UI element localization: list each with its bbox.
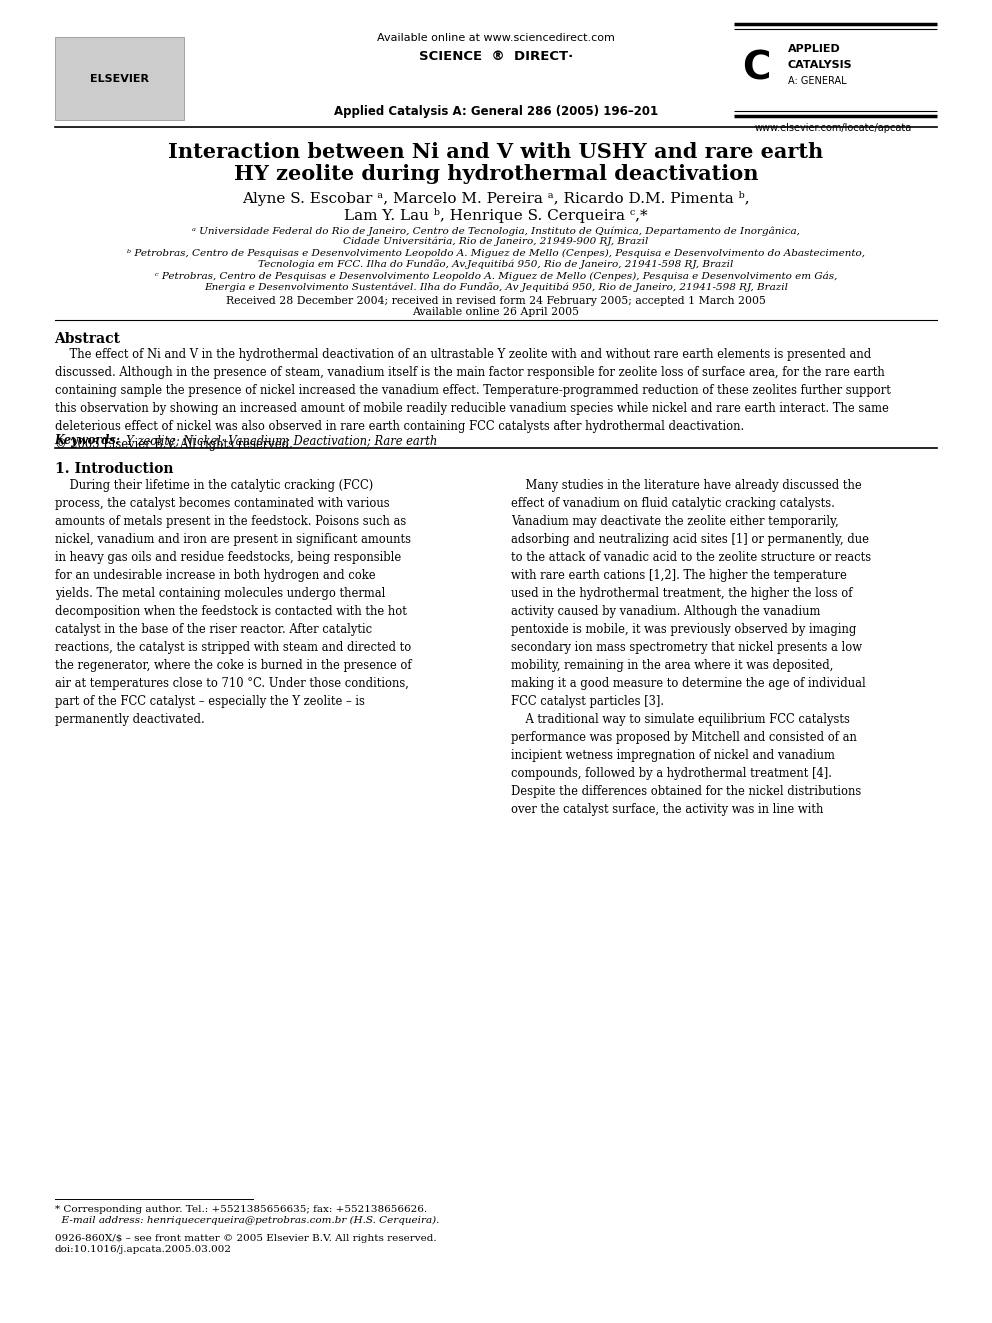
Bar [55,37,184,120]
Text: During their lifetime in the catalytic cracking (FCC)
process, the catalyst beco: During their lifetime in the catalytic c… [55,479,412,726]
Text: APPLIED: APPLIED [788,44,840,54]
Text: The effect of Ni and V in the hydrothermal deactivation of an ultrastable Y zeol: The effect of Ni and V in the hydrotherm… [55,348,891,451]
Text: SCIENCE  ®  DIRECT·: SCIENCE ® DIRECT· [419,50,573,64]
Text: Received 28 December 2004; received in revised form 24 February 2005; accepted 1: Received 28 December 2004; received in r… [226,296,766,307]
Text: Cidade Universitária, Rio de Janeiro, 21949-900 RJ, Brazil: Cidade Universitária, Rio de Janeiro, 21… [343,237,649,246]
Text: A: GENERAL: A: GENERAL [788,75,846,86]
Text: Energia e Desenvolvimento Sustentável. Ilha do Fundão, Av Jequitibá 950, Rio de : Energia e Desenvolvimento Sustentável. I… [204,282,788,291]
Text: ᵇ Petrobras, Centro de Pesquisas e Desenvolvimento Leopoldo A. Miguez de Mello (: ᵇ Petrobras, Centro de Pesquisas e Desen… [127,249,865,258]
Text: ELSEVIER: ELSEVIER [89,74,149,85]
Text: Lam Y. Lau ᵇ, Henrique S. Cerqueira ᶜ,*: Lam Y. Lau ᵇ, Henrique S. Cerqueira ᶜ,* [344,208,648,222]
Text: Abstract: Abstract [55,332,121,347]
Text: Alyne S. Escobar ᵃ, Marcelo M. Pereira ᵃ, Ricardo D.M. Pimenta ᵇ,: Alyne S. Escobar ᵃ, Marcelo M. Pereira ᵃ… [242,191,750,205]
Text: Tecnologia em FCC. Ilha do Fundão, Av.Jequitibá 950, Rio de Janeiro, 21941-598 R: Tecnologia em FCC. Ilha do Fundão, Av.Je… [258,259,734,269]
Text: Interaction between Ni and V with USHY and rare earth: Interaction between Ni and V with USHY a… [169,142,823,161]
Text: doi:10.1016/j.apcata.2005.03.002: doi:10.1016/j.apcata.2005.03.002 [55,1245,231,1254]
Text: E-mail address: henriquecerqueira@petrobras.com.br (H.S. Cerqueira).: E-mail address: henriquecerqueira@petrob… [55,1216,438,1225]
Text: * Corresponding author. Tel.: +5521385656635; fax: +552138656626.: * Corresponding author. Tel.: +552138565… [55,1205,427,1215]
Text: Applied Catalysis A: General 286 (2005) 196–201: Applied Catalysis A: General 286 (2005) … [334,105,658,118]
Text: Available online at www.sciencedirect.com: Available online at www.sciencedirect.co… [377,33,615,44]
Text: Many studies in the literature have already discussed the
effect of vanadium on : Many studies in the literature have alre… [511,479,871,816]
Text: 1. Introduction: 1. Introduction [55,462,173,476]
Text: Keywords:: Keywords: [55,434,121,447]
Text: Available online 26 April 2005: Available online 26 April 2005 [413,307,579,318]
Text: HY zeolite during hydrothermal deactivation: HY zeolite during hydrothermal deactivat… [234,164,758,184]
Text: 0926-860X/$ – see front matter © 2005 Elsevier B.V. All rights reserved.: 0926-860X/$ – see front matter © 2005 El… [55,1234,436,1244]
Text: www.elsevier.com/locate/apcata: www.elsevier.com/locate/apcata [755,123,912,134]
Text: ᵃ Universidade Federal do Rio de Janeiro, Centro de Tecnologia, Instituto de Quí: ᵃ Universidade Federal do Rio de Janeiro… [192,226,800,235]
Text: Y zeolite; Nickel; Vanadium; Deactivation; Rare earth: Y zeolite; Nickel; Vanadium; Deactivatio… [119,434,437,447]
Text: ᶜ Petrobras, Centro de Pesquisas e Desenvolvimento Leopoldo A. Miguez de Mello (: ᶜ Petrobras, Centro de Pesquisas e Desen… [155,271,837,280]
Text: CATALYSIS: CATALYSIS [788,60,852,70]
Text: C: C [742,50,771,87]
